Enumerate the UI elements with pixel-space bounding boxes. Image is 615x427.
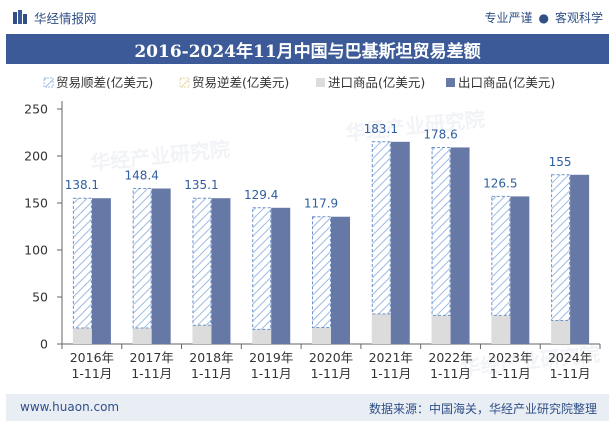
y-tick-label: 0 xyxy=(40,337,48,352)
chart-title: 2016-2024年11月中国与巴基斯坦贸易差额 xyxy=(134,41,481,62)
x-tick-label: 1-11月 xyxy=(490,366,531,381)
top-bar: 华经情报网 专业严谨 ● 客观科学 xyxy=(0,0,615,34)
x-tick-label: 2023年 xyxy=(488,350,532,365)
bar-exports xyxy=(570,174,590,344)
bar-imports xyxy=(252,329,272,344)
tagline: 专业严谨 ● 客观科学 xyxy=(484,9,603,26)
legend-swatch xyxy=(43,77,54,88)
x-tick-label: 2019年 xyxy=(249,350,293,365)
legend-swatch xyxy=(446,78,455,87)
brand[interactable]: 华经情报网 xyxy=(12,8,97,26)
bar-imports xyxy=(72,328,92,344)
bar-imports xyxy=(312,327,331,344)
footer-url[interactable]: www.huaon.com xyxy=(20,400,120,414)
x-tick-label: 1-11月 xyxy=(430,366,471,381)
legend-label: 贸易逆差(亿美元) xyxy=(192,75,289,90)
legend-swatch xyxy=(179,77,190,88)
y-tick-label: 200 xyxy=(24,149,48,164)
x-tick-label: 1-11月 xyxy=(131,366,172,381)
tagline-left: 专业严谨 xyxy=(484,11,533,25)
chart: 贸易顺差(亿美元) 贸易逆差(亿美元) 进口商品(亿美元) 出口商品(亿美元) 0 50 1… xyxy=(24,75,601,381)
data-label-surplus: 148.4 xyxy=(124,169,158,183)
bar-imports xyxy=(192,325,212,344)
x-tick-label: 1-11月 xyxy=(251,366,292,381)
bar-exports xyxy=(450,147,470,344)
data-label-surplus: 138.1 xyxy=(65,178,99,192)
bar-imports xyxy=(431,315,451,344)
legend-label: 贸易顺差(亿美元) xyxy=(56,75,153,90)
data-label-surplus: 178.6 xyxy=(423,127,457,141)
x-tick-label: 2018年 xyxy=(189,350,233,365)
x-tick-label: 1-11月 xyxy=(550,366,591,381)
bar-exports xyxy=(390,141,410,344)
x-tick-label: 2020年 xyxy=(309,350,353,365)
footer: www.huaon.com 数据来源：中国海关，华经产业研究院整理 xyxy=(6,394,609,421)
x-tick-label: 1-11月 xyxy=(370,366,411,381)
y-tick-label: 50 xyxy=(32,290,48,305)
y-tick-label: 100 xyxy=(24,243,48,258)
bar-trade-surplus xyxy=(132,188,152,329)
data-source: 数据来源：中国海关，华经产业研究院整理 xyxy=(368,402,597,416)
bar-exports xyxy=(331,216,350,344)
data-label-surplus: 135.1 xyxy=(184,178,218,192)
x-tick-label: 1-11月 xyxy=(191,366,232,381)
bar-trade-surplus xyxy=(551,174,571,321)
chart-title-band: 2016-2024年11月中国与巴基斯坦贸易差额 xyxy=(6,34,609,64)
x-tick-label: 2016年 xyxy=(70,350,114,365)
data-label-surplus: 183.1 xyxy=(364,122,398,136)
data-label-surplus: 126.5 xyxy=(483,176,517,190)
bar-exports xyxy=(151,188,171,344)
brand-logo-icon xyxy=(13,10,27,24)
data-label-surplus: 155 xyxy=(549,155,572,169)
bar-trade-surplus xyxy=(491,195,511,316)
x-tick-label: 2021年 xyxy=(369,350,413,365)
bar-trade-surplus xyxy=(312,216,331,329)
bar-imports xyxy=(491,315,511,344)
brand-name: 华经情报网 xyxy=(34,10,97,26)
bar-imports xyxy=(371,313,391,344)
bar-trade-surplus xyxy=(371,141,391,315)
tagline-right: 客观科学 xyxy=(554,11,603,25)
x-tick-label: 2024年 xyxy=(548,350,592,365)
bar-exports xyxy=(211,198,231,344)
legend-label: 进口商品(亿美元) xyxy=(328,75,425,90)
data-label-surplus: 129.4 xyxy=(244,188,278,202)
data-label-surplus: 117.9 xyxy=(304,197,338,211)
bar-exports xyxy=(510,196,530,344)
legend-swatch xyxy=(316,78,325,87)
bar-imports xyxy=(551,320,571,344)
bar-trade-surplus xyxy=(72,197,92,329)
tagline-dot-icon: ● xyxy=(538,11,549,25)
bar-imports xyxy=(132,328,152,344)
y-tick-label: 250 xyxy=(24,102,48,117)
x-tick-label: 1-11月 xyxy=(71,366,112,381)
bar-exports xyxy=(271,207,291,344)
bar-trade-surplus xyxy=(192,197,212,326)
bar-trade-surplus xyxy=(252,207,272,330)
bar-trade-surplus xyxy=(431,146,451,316)
x-tick-label: 1-11月 xyxy=(311,366,352,381)
y-tick-label: 150 xyxy=(24,196,48,211)
x-tick-label: 2017年 xyxy=(130,350,174,365)
legend-label: 出口商品(亿美元) xyxy=(458,75,555,90)
bar-exports xyxy=(91,198,111,344)
x-tick-label: 2022年 xyxy=(428,350,472,365)
